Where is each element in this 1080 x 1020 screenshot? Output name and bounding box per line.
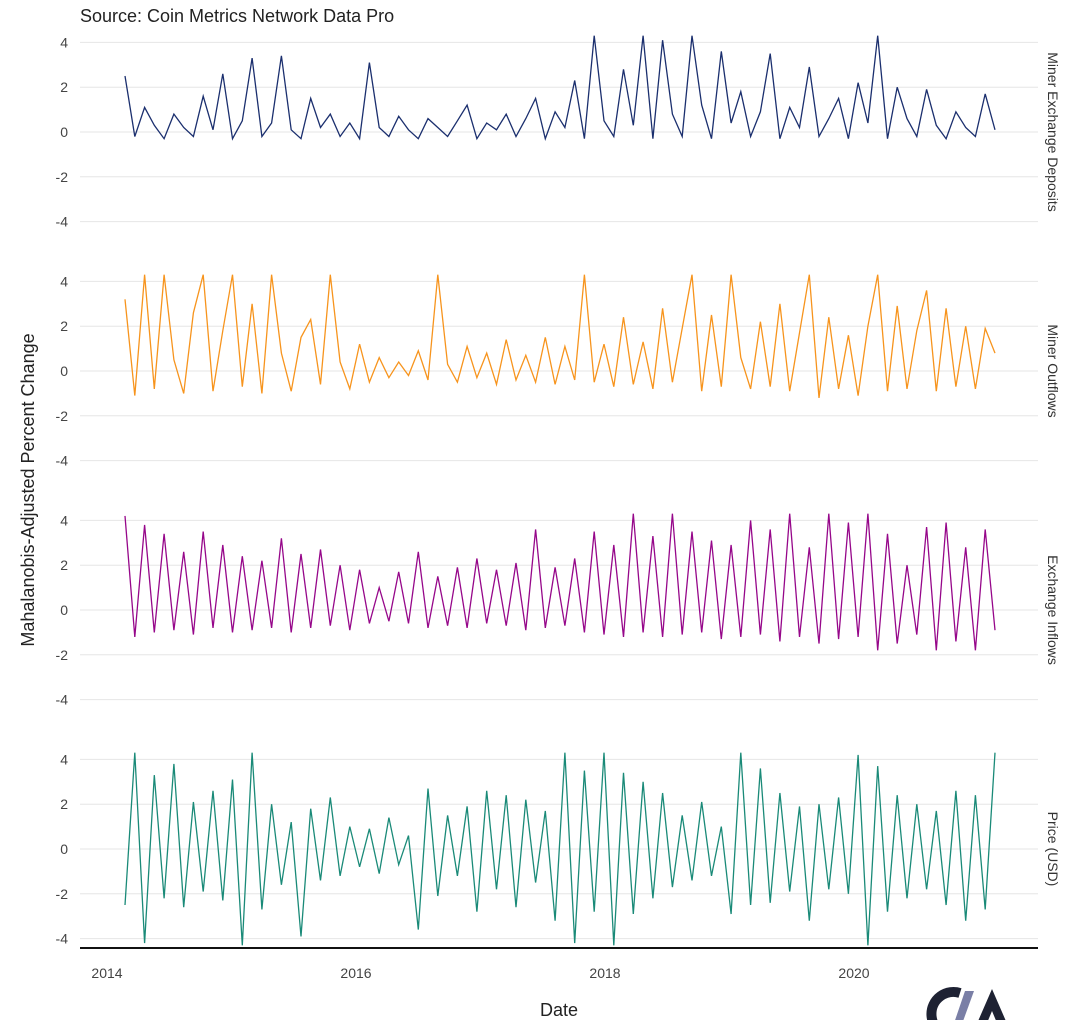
y-tick-label: -4 xyxy=(56,931,69,947)
y-tick-label: 2 xyxy=(60,557,68,573)
facet-strip-label: Miner Exchange Deposits xyxy=(1045,52,1061,212)
y-tick-label: 2 xyxy=(60,318,68,334)
y-tick-label: 2 xyxy=(60,79,68,95)
y-tick-label: 4 xyxy=(60,751,68,767)
y-tick-label: -2 xyxy=(56,169,69,185)
y-tick-label: -4 xyxy=(56,214,69,230)
y-axis-label: Mahalanobis-Adjusted Percent Change xyxy=(18,333,38,646)
y-tick-label: -2 xyxy=(56,647,69,663)
x-tick-label: 2018 xyxy=(589,965,620,981)
chart-subtitle: Source: Coin Metrics Network Data Pro xyxy=(80,6,395,26)
y-tick-label: 2 xyxy=(60,796,68,812)
y-tick-label: 4 xyxy=(60,273,68,289)
y-tick-label: -4 xyxy=(56,453,69,469)
x-tick-label: 2014 xyxy=(91,965,122,981)
y-tick-label: 4 xyxy=(60,512,68,528)
y-tick-label: 0 xyxy=(60,602,68,618)
facet-strip-label: Miner Outflows xyxy=(1045,324,1061,417)
y-tick-label: -4 xyxy=(56,692,69,708)
y-tick-label: -2 xyxy=(56,886,69,902)
y-tick-label: 0 xyxy=(60,124,68,140)
y-tick-label: 0 xyxy=(60,363,68,379)
facet-strip-label: Exchange Inflows xyxy=(1045,555,1061,665)
coin-metrics-logo xyxy=(926,987,1006,1020)
facet-strip-label: Price (USD) xyxy=(1045,812,1061,887)
series-line-price-usd- xyxy=(124,752,996,946)
y-tick-label: 4 xyxy=(60,34,68,50)
x-axis-label: Date xyxy=(540,1000,578,1020)
x-tick-label: 2016 xyxy=(340,965,371,981)
x-tick-label: 2020 xyxy=(838,965,869,981)
series-line-miner-outflows xyxy=(124,274,996,398)
series-line-exchange-inflows xyxy=(124,513,996,651)
y-tick-label: -2 xyxy=(56,408,69,424)
y-tick-label: 0 xyxy=(60,841,68,857)
series-line-miner-exchange-deposits xyxy=(124,35,996,141)
